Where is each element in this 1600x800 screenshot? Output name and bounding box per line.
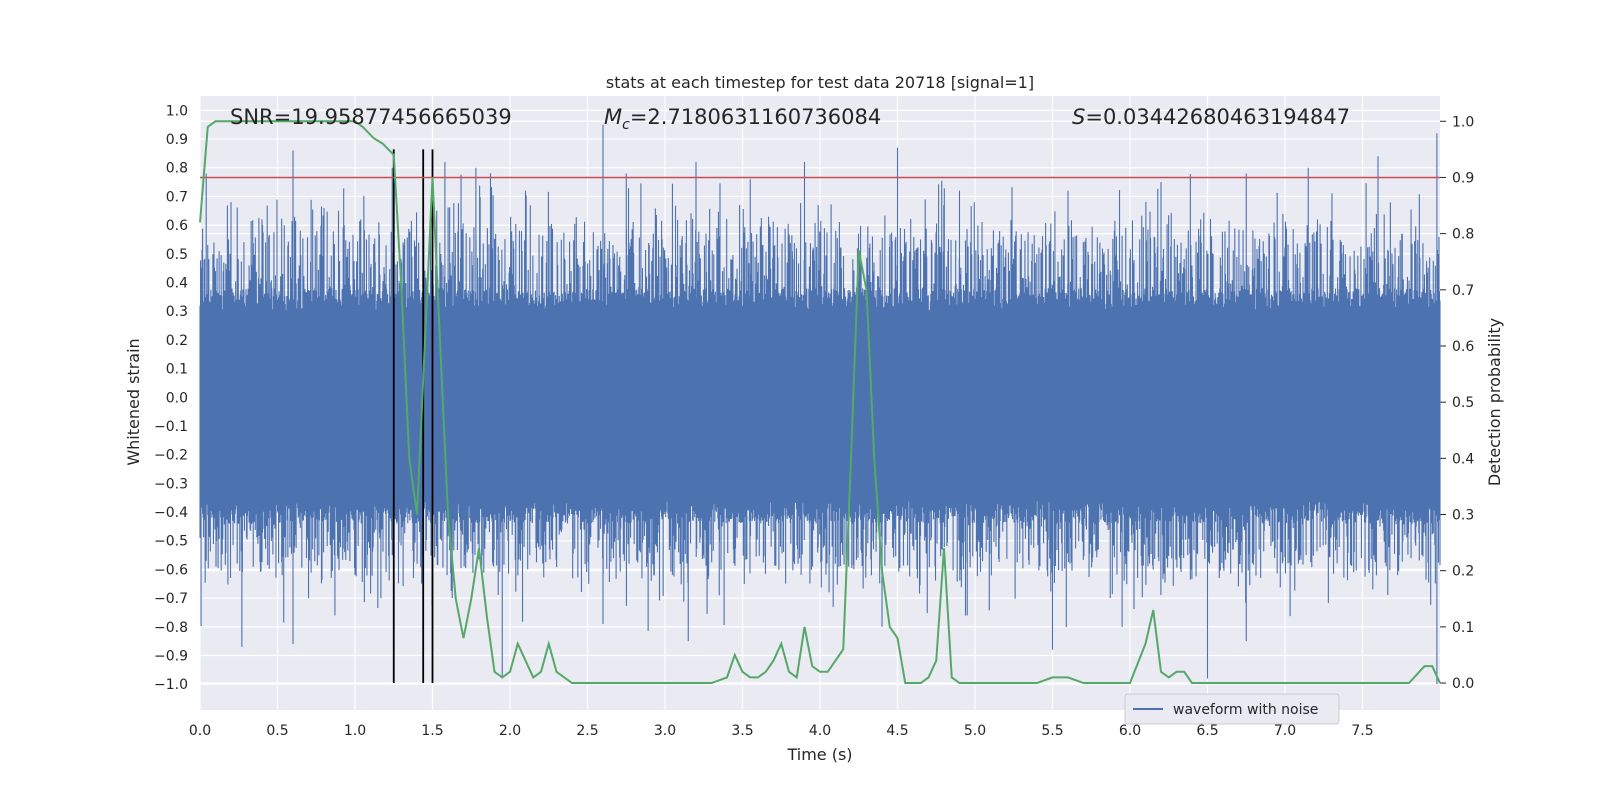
- y2-tick-label: 0.6: [1452, 339, 1474, 355]
- y-tick-label: 0.0: [166, 390, 188, 406]
- y-tick-label: −0.2: [154, 448, 188, 464]
- y-tick-label: −0.5: [154, 534, 188, 550]
- y-tick-label: −0.1: [154, 419, 188, 435]
- x-tick-label: 4.0: [809, 723, 831, 739]
- x-tick-label: 2.5: [576, 723, 598, 739]
- chart-title: stats at each timestep for test data 207…: [606, 73, 1034, 92]
- x-tick-label: 1.0: [344, 723, 366, 739]
- y-tick-label: 0.1: [166, 362, 188, 378]
- legend: waveform with noise: [1124, 693, 1340, 725]
- y-tick-label: −0.8: [154, 620, 188, 636]
- y-axis-right: 1.0 0.9 0.8 0.7 0.6 0.5 0.4 0.3 0.2 0.1 0.0: [1440, 114, 1474, 692]
- x-tick-label: 5.5: [1041, 723, 1063, 739]
- vertical-lines: [392, 149, 434, 684]
- y-tick-label: 0.3: [166, 304, 188, 320]
- y2-tick-label: 0.8: [1452, 227, 1474, 243]
- waveform-trace: [199, 124, 1441, 685]
- y2-tick-label: 0.4: [1452, 451, 1474, 467]
- y-tick-label: 0.5: [166, 247, 188, 263]
- y-tick-label: −1.0: [154, 677, 188, 693]
- y-tick-label: −0.4: [154, 505, 188, 521]
- s-symbol: S: [1072, 105, 1085, 129]
- y2-tick-label: 0.0: [1452, 676, 1474, 692]
- y-tick-label: 0.7: [166, 189, 188, 205]
- x-tick-label: 7.5: [1351, 723, 1373, 739]
- y-tick-label: −0.9: [154, 648, 188, 664]
- s-annotation: S=0.03442680463194847: [1072, 105, 1350, 129]
- s-value: =0.03442680463194847: [1085, 105, 1350, 129]
- x-tick-label: 0.5: [266, 723, 288, 739]
- y-axis-left: 1.0 0.9 0.8 0.7 0.6 0.5 0.4 0.3 0.2 0.1 0.0 −0.1 −0.…: [154, 103, 188, 693]
- y2-tick-label: 0.5: [1452, 395, 1474, 411]
- x-tick-label: 3.0: [654, 723, 676, 739]
- y-tick-label: −0.6: [154, 562, 188, 578]
- y2-axis-label: Detection probability: [1485, 318, 1504, 486]
- legend-label: waveform with noise: [1173, 702, 1318, 718]
- waveform-series: [199, 124, 1441, 685]
- y2-tick-label: 0.1: [1452, 620, 1474, 636]
- x-axis: 0.0 0.5 1.0 1.5 2.0 2.5 3.0 3.5 4.0 4.5 5.0 5.5 6.0 6…: [189, 723, 1374, 739]
- mc-value: =2.7180631160736084: [630, 105, 881, 129]
- y-tick-label: −0.7: [154, 591, 188, 607]
- y2-tick-label: 0.9: [1452, 170, 1474, 186]
- y-tick-label: 0.6: [166, 218, 188, 234]
- x-tick-label: 6.5: [1196, 723, 1218, 739]
- legend-box: [1124, 693, 1340, 725]
- y2-tick-label: 1.0: [1452, 114, 1474, 130]
- y-axis-label: Whitened strain: [124, 338, 143, 465]
- x-tick-label: 7.0: [1274, 723, 1296, 739]
- x-tick-label: 1.5: [421, 723, 443, 739]
- mc-annotation: Mc=2.7180631160736084: [604, 105, 881, 133]
- x-tick-label: 6.0: [1119, 723, 1141, 739]
- x-tick-label: 4.5: [886, 723, 908, 739]
- x-tick-label: 5.0: [964, 723, 986, 739]
- y-tick-label: 1.0: [166, 103, 188, 119]
- x-axis-label: Time (s): [786, 745, 852, 764]
- y2-tick-label: 0.3: [1452, 508, 1474, 524]
- y-tick-label: −0.3: [154, 476, 188, 492]
- y-tick-label: 0.8: [166, 161, 188, 177]
- x-tick-label: 3.5: [731, 723, 753, 739]
- x-tick-label: 0.0: [189, 723, 211, 739]
- probability-series: [199, 120, 1441, 685]
- y-tick-label: 0.9: [166, 132, 188, 148]
- x-tick-label: 2.0: [499, 723, 521, 739]
- y-tick-label: 0.4: [166, 275, 188, 291]
- mc-symbol: M: [604, 105, 622, 129]
- snr-annotation: SNR=19.95877456665039: [230, 105, 512, 129]
- y-tick-label: 0.2: [166, 333, 188, 349]
- y2-tick-label: 0.2: [1452, 564, 1474, 580]
- mc-subscript: c: [622, 117, 630, 133]
- y2-tick-label: 0.7: [1452, 283, 1474, 299]
